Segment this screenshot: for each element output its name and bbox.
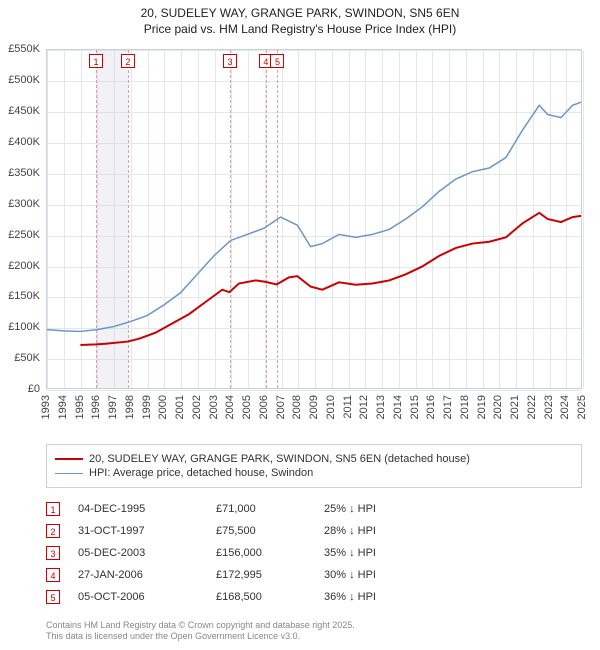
sale-diff: 25% ↓ HPI bbox=[324, 503, 414, 515]
x-tick-label: 2025 bbox=[576, 395, 588, 419]
x-tick-label: 2015 bbox=[409, 395, 421, 419]
table-row: 1 04-DEC-1995 £71,000 25% ↓ HPI bbox=[46, 498, 582, 520]
sale-price: £75,500 bbox=[216, 525, 306, 537]
x-tick-label: 2013 bbox=[375, 395, 387, 419]
x-tick-label: 2010 bbox=[325, 395, 337, 419]
y-tick-label: £100K bbox=[8, 321, 40, 333]
x-tick-label: 1995 bbox=[74, 395, 86, 419]
legend-item: HPI: Average price, detached house, Swin… bbox=[55, 467, 573, 479]
legend-swatch bbox=[55, 458, 83, 460]
x-tick-label: 2004 bbox=[224, 395, 236, 419]
x-tick-label: 2022 bbox=[526, 395, 538, 419]
x-tick-label: 2008 bbox=[291, 395, 303, 419]
x-tick-label: 2021 bbox=[509, 395, 521, 419]
x-tick-label: 2003 bbox=[208, 395, 220, 419]
title-line-1: 20, SUDELEY WAY, GRANGE PARK, SWINDON, S… bbox=[10, 6, 590, 22]
y-tick-label: £0 bbox=[28, 383, 40, 395]
sale-number-box: 3 bbox=[46, 546, 60, 560]
sale-date: 04-DEC-1995 bbox=[78, 503, 198, 515]
legend: 20, SUDELEY WAY, GRANGE PARK, SWINDON, S… bbox=[46, 444, 582, 488]
sale-diff: 28% ↓ HPI bbox=[324, 525, 414, 537]
x-tick-label: 2011 bbox=[342, 395, 354, 419]
plot-area: 12345 bbox=[46, 49, 582, 389]
x-tick-label: 1993 bbox=[40, 395, 52, 419]
x-tick-label: 2000 bbox=[157, 395, 169, 419]
x-tick-label: 1997 bbox=[107, 395, 119, 419]
legend-label: 20, SUDELEY WAY, GRANGE PARK, SWINDON, S… bbox=[89, 453, 470, 465]
y-tick-label: £50K bbox=[14, 352, 40, 364]
footnote-line-1: Contains HM Land Registry data © Crown c… bbox=[46, 620, 582, 631]
table-row: 5 05-OCT-2006 £168,500 36% ↓ HPI bbox=[46, 586, 582, 608]
sale-number-box: 2 bbox=[46, 524, 60, 538]
sale-diff: 35% ↓ HPI bbox=[324, 547, 414, 559]
sale-marker-box: 1 bbox=[89, 54, 103, 68]
sale-number-box: 4 bbox=[46, 568, 60, 582]
legend-item: 20, SUDELEY WAY, GRANGE PARK, SWINDON, S… bbox=[55, 453, 573, 465]
sale-price: £172,995 bbox=[216, 569, 306, 581]
x-tick-label: 1994 bbox=[57, 395, 69, 419]
y-tick-label: £250K bbox=[8, 229, 40, 241]
sale-marker-box: 3 bbox=[223, 54, 237, 68]
sale-date: 05-DEC-2003 bbox=[78, 547, 198, 559]
x-tick-label: 2007 bbox=[275, 395, 287, 419]
y-tick-label: £400K bbox=[8, 136, 40, 148]
sale-marker-box: 5 bbox=[270, 54, 284, 68]
y-tick-label: £450K bbox=[8, 105, 40, 117]
x-tick-label: 2016 bbox=[425, 395, 437, 419]
x-tick-label: 2014 bbox=[392, 395, 404, 419]
sale-price: £71,000 bbox=[216, 503, 306, 515]
sale-diff: 36% ↓ HPI bbox=[324, 591, 414, 603]
x-tick-label: 2019 bbox=[476, 395, 488, 419]
sales-table: 1 04-DEC-1995 £71,000 25% ↓ HPI 2 31-OCT-1997… bbox=[46, 498, 582, 608]
sale-date: 05-OCT-2006 bbox=[78, 591, 198, 603]
sale-number-box: 5 bbox=[46, 590, 60, 604]
marker-number-boxes: 12345 bbox=[47, 50, 581, 388]
x-tick-label: 1999 bbox=[141, 395, 153, 419]
table-row: 3 05-DEC-2003 £156,000 35% ↓ HPI bbox=[46, 542, 582, 564]
x-tick-label: 2012 bbox=[358, 395, 370, 419]
y-tick-label: £150K bbox=[8, 290, 40, 302]
table-row: 2 31-OCT-1997 £75,500 28% ↓ HPI bbox=[46, 520, 582, 542]
x-tick-label: 2005 bbox=[241, 395, 253, 419]
x-tick-label: 2002 bbox=[191, 395, 203, 419]
x-tick-label: 1998 bbox=[124, 395, 136, 419]
x-axis-labels: 1993199419951996199719981999200020012002… bbox=[46, 393, 582, 437]
y-tick-label: £350K bbox=[8, 167, 40, 179]
y-tick-label: £200K bbox=[8, 260, 40, 272]
legend-swatch bbox=[55, 473, 83, 474]
title-line-2: Price paid vs. HM Land Registry's House … bbox=[10, 22, 590, 38]
chart-title: 20, SUDELEY WAY, GRANGE PARK, SWINDON, S… bbox=[0, 0, 600, 41]
y-tick-label: £500K bbox=[8, 74, 40, 86]
chart-container: £0 £50K £100K £150K £200K £250K £300K £350K £400… bbox=[0, 41, 600, 439]
x-tick-label: 2001 bbox=[174, 395, 186, 419]
sale-number-box: 1 bbox=[46, 502, 60, 516]
y-tick-label: £300K bbox=[8, 198, 40, 210]
table-row: 4 27-JAN-2006 £172,995 30% ↓ HPI bbox=[46, 564, 582, 586]
sale-date: 31-OCT-1997 bbox=[78, 525, 198, 537]
footnote: Contains HM Land Registry data © Crown c… bbox=[46, 620, 582, 643]
y-axis-labels: £0£50K£100K£150K£200K£250K£300K£350K£400… bbox=[0, 49, 44, 389]
x-tick-label: 2009 bbox=[308, 395, 320, 419]
sale-price: £156,000 bbox=[216, 547, 306, 559]
sale-date: 27-JAN-2006 bbox=[78, 569, 198, 581]
x-tick-label: 2017 bbox=[442, 395, 454, 419]
x-tick-label: 2020 bbox=[492, 395, 504, 419]
x-tick-label: 2023 bbox=[543, 395, 555, 419]
legend-label: HPI: Average price, detached house, Swin… bbox=[89, 467, 313, 479]
sale-marker-box: 2 bbox=[121, 54, 135, 68]
x-tick-label: 2018 bbox=[459, 395, 471, 419]
x-tick-label: 2024 bbox=[559, 395, 571, 419]
y-tick-label: £550K bbox=[8, 43, 40, 55]
footnote-line-2: This data is licensed under the Open Gov… bbox=[46, 631, 582, 642]
x-tick-label: 2006 bbox=[258, 395, 270, 419]
sale-price: £168,500 bbox=[216, 591, 306, 603]
sale-diff: 30% ↓ HPI bbox=[324, 569, 414, 581]
x-tick-label: 1996 bbox=[90, 395, 102, 419]
